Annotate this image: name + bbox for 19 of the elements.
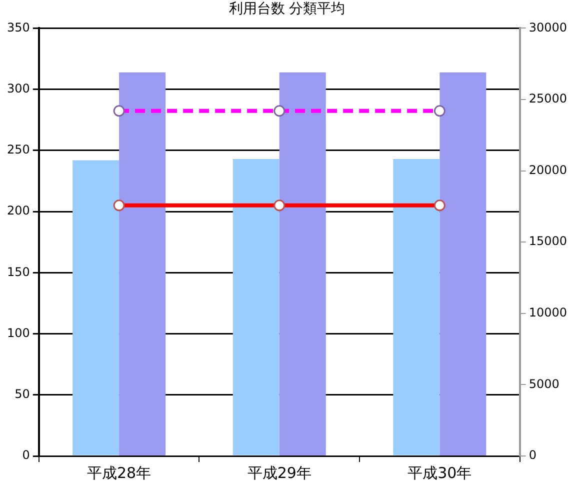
y-tick-label: 0 xyxy=(22,448,30,462)
y2-tick-label: 0 xyxy=(528,448,536,462)
y-tick-label: 150 xyxy=(7,264,30,279)
y-tick-label: 350 xyxy=(7,20,30,34)
x-tick-label: 平成29年 xyxy=(247,464,312,482)
y-tick-label: 100 xyxy=(7,326,30,340)
y2-tick-label: 5000 xyxy=(528,376,560,391)
y-tick-label: 50 xyxy=(14,387,30,402)
y2-tick-label: 15000 xyxy=(528,234,568,248)
y2-tick-label: 20000 xyxy=(528,162,568,177)
y-tick-label: 300 xyxy=(7,81,30,96)
y-tick-label: 200 xyxy=(7,204,30,218)
y2-tick-label: 30000 xyxy=(528,20,568,34)
y2-tick-label: 25000 xyxy=(528,92,568,106)
chart-title: 利用台数 分類平均 xyxy=(228,0,346,18)
y2-tick-label: 10000 xyxy=(528,306,568,320)
y-tick-label: 250 xyxy=(7,142,30,157)
x-tick-label: 平成30年 xyxy=(408,464,472,482)
x-tick-label: 平成28年 xyxy=(87,464,152,482)
